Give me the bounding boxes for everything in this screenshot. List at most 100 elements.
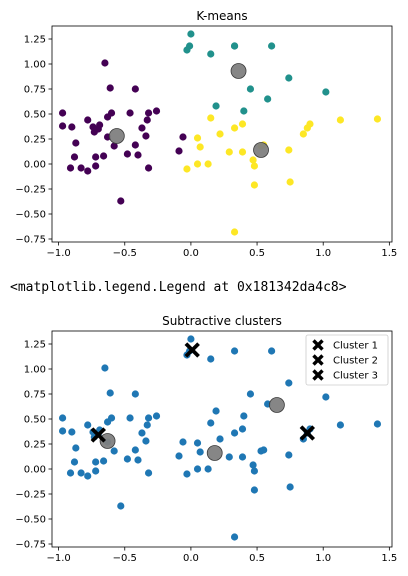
- data-point: [77, 469, 85, 477]
- data-point: [142, 132, 150, 140]
- data-point: [207, 114, 215, 122]
- data-point: [230, 429, 239, 437]
- data-point: [144, 109, 153, 117]
- subtractive-clusters-chart: Subtractive clusters −1.0 −0.5 0.0 0.5 1.0 1.5…: [15, 314, 397, 565]
- centroid-marker: [99, 433, 116, 449]
- y-tick-label: 1.25: [24, 35, 46, 46]
- data-point: [336, 116, 345, 124]
- centroid-marker: [108, 128, 125, 144]
- data-point: [66, 469, 75, 477]
- x-tick-label: 1.5: [381, 248, 397, 259]
- data-point: [89, 123, 97, 131]
- y-tick-label: 0.00: [24, 465, 46, 476]
- data-point: [183, 470, 191, 478]
- data-point: [72, 444, 80, 452]
- y-tick-label: 1.00: [24, 60, 46, 71]
- data-point: [131, 390, 139, 398]
- x-tick-label: 1.0: [315, 553, 331, 564]
- data-point: [249, 156, 257, 164]
- data-point: [58, 109, 67, 117]
- data-point: [193, 134, 202, 142]
- data-point: [179, 133, 187, 141]
- centroid-marker: [253, 142, 269, 158]
- data-points: [58, 30, 382, 236]
- data-point: [187, 335, 195, 343]
- data-point: [373, 420, 382, 428]
- data-point: [68, 123, 76, 131]
- data-point: [101, 59, 109, 67]
- data-point: [336, 421, 345, 429]
- cluster-center-x-marker: [90, 427, 106, 443]
- data-point: [230, 42, 239, 50]
- x-tick-label: 0.0: [183, 553, 199, 564]
- data-point: [66, 164, 75, 172]
- x-tick-label: 1.0: [315, 248, 331, 259]
- legend-box: [305, 334, 389, 386]
- data-point: [101, 364, 109, 372]
- data-point: [207, 50, 215, 58]
- y-tick-label: 0.50: [24, 415, 46, 426]
- data-point: [286, 483, 294, 491]
- data-point: [123, 150, 132, 158]
- data-point: [207, 419, 215, 427]
- data-point: [240, 412, 248, 420]
- centroid-marker: [230, 63, 247, 79]
- data-point: [238, 148, 247, 156]
- data-point: [144, 414, 153, 422]
- data-point: [107, 109, 116, 117]
- y-tick-label: −0.50: [15, 515, 46, 526]
- data-point: [96, 121, 104, 129]
- data-point: [285, 146, 293, 154]
- x-tick-label: −0.5: [113, 553, 137, 564]
- data-point: [58, 427, 67, 435]
- data-point: [106, 389, 114, 397]
- data-point: [285, 379, 293, 387]
- data-point: [322, 393, 330, 401]
- chart-title: K-means: [196, 9, 247, 23]
- y-tick-label: −0.75: [15, 235, 46, 246]
- x-tick-label: 0.5: [249, 248, 265, 259]
- x-tick-label: 0.0: [183, 248, 199, 259]
- data-point: [322, 88, 330, 96]
- data-point: [110, 447, 118, 455]
- data-point: [216, 435, 224, 443]
- data-point: [117, 197, 125, 205]
- chart-title: Subtractive clusters: [162, 314, 282, 328]
- data-point: [99, 152, 108, 160]
- centroid-marker: [269, 397, 285, 413]
- axes: −1.0 −0.5 0.0 0.5 1.0 1.5 −0.75 −0.50 −0.25 0.00 0…: [15, 340, 397, 565]
- data-point: [152, 412, 161, 420]
- data-point: [286, 178, 294, 186]
- data-point: [106, 84, 114, 92]
- data-point: [230, 533, 239, 541]
- data-point: [249, 461, 257, 469]
- x-tick-label: −1.0: [46, 553, 70, 564]
- data-point: [268, 42, 276, 50]
- y-tick-label: 0.75: [24, 390, 46, 401]
- y-tick-label: 1.00: [24, 365, 46, 376]
- data-point: [373, 115, 382, 123]
- data-point: [230, 347, 239, 355]
- data-point: [250, 486, 259, 494]
- data-point: [107, 414, 116, 422]
- data-point: [58, 122, 67, 130]
- data-point: [225, 148, 233, 156]
- data-point: [250, 162, 259, 170]
- data-point: [68, 428, 76, 436]
- y-tick-label: 0.25: [24, 440, 46, 451]
- data-point: [246, 390, 255, 398]
- data-point: [92, 162, 100, 170]
- data-point: [126, 109, 134, 117]
- x-tick-label: −1.0: [46, 248, 70, 259]
- legend-label: Cluster 1: [333, 341, 378, 352]
- x-tick-label: −0.5: [113, 248, 137, 259]
- data-point: [117, 502, 125, 510]
- data-point: [183, 46, 191, 54]
- data-point: [196, 143, 204, 151]
- data-points: [58, 335, 382, 541]
- data-point: [268, 347, 276, 355]
- data-point: [123, 455, 132, 463]
- data-point: [175, 147, 183, 155]
- data-point: [175, 452, 183, 460]
- legend-label: Cluster 2: [333, 356, 378, 367]
